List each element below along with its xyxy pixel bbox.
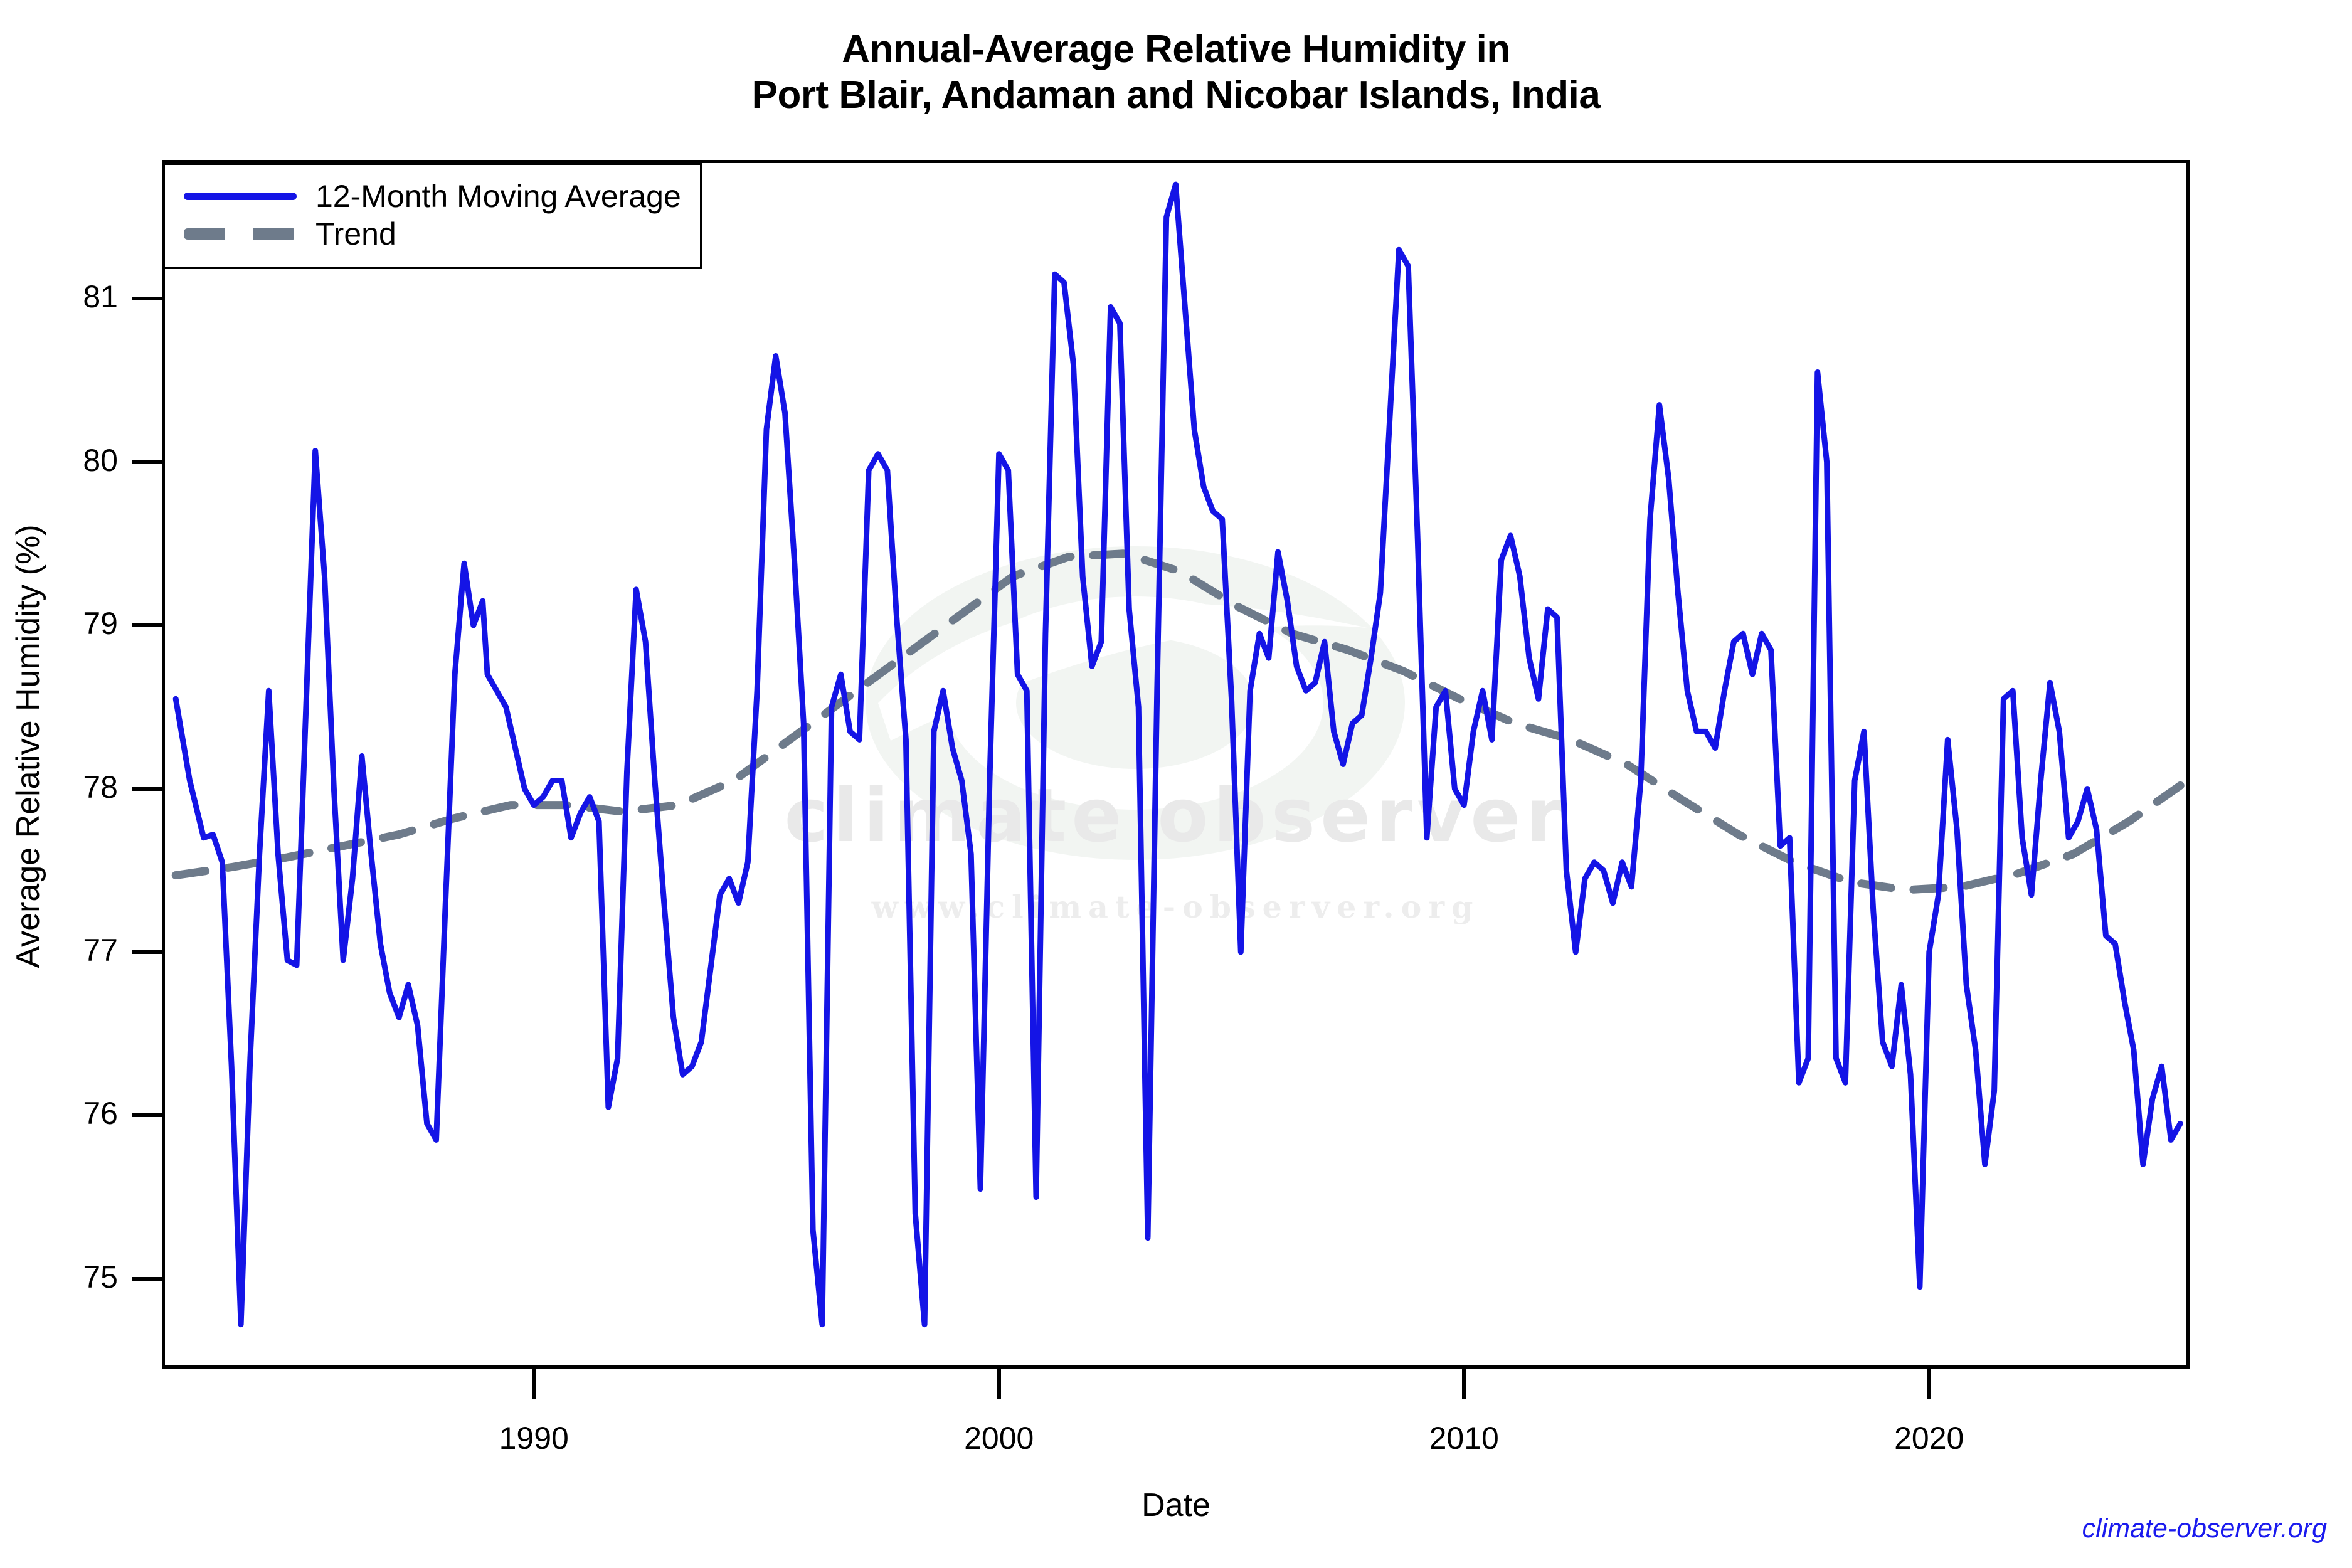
y-tick-mark — [132, 1113, 162, 1118]
x-tick-label: 1990 — [499, 1421, 569, 1456]
y-tick-label: 76 — [83, 1096, 118, 1131]
x-tick-mark — [1462, 1369, 1466, 1399]
legend-key-solid-icon — [184, 193, 297, 200]
y-tick-mark — [132, 1276, 162, 1281]
legend-key-dashed-icon — [184, 228, 297, 240]
legend-item-moving-average[interactable]: 12-Month Moving Average — [184, 177, 681, 215]
x-axis-title: Date — [1142, 1487, 1210, 1523]
y-tick-label: 80 — [83, 442, 118, 478]
x-tick-label: 2010 — [1429, 1421, 1499, 1456]
series-trend-line — [171, 549, 2185, 894]
y-tick-mark — [132, 950, 162, 954]
y-tick-label: 77 — [83, 932, 118, 968]
legend-label-moving-average: 12-Month Moving Average — [315, 179, 681, 214]
title-line-2: Port Blair, Andaman and Nicobar Islands,… — [751, 73, 1601, 117]
plot-area — [171, 181, 2185, 1328]
x-tick-mark — [1927, 1369, 1931, 1399]
legend-label-trend: Trend — [315, 216, 396, 252]
y-tick-mark — [132, 297, 162, 301]
x-tick-mark — [997, 1369, 1001, 1399]
y-tick-label: 79 — [83, 606, 118, 642]
y-tick-mark — [132, 787, 162, 791]
x-tick-label: 2020 — [1894, 1421, 1964, 1456]
y-axis-title: Average Relative Humidity (%) — [10, 524, 46, 968]
title-line-1: Annual-Average Relative Humidity in — [842, 28, 1510, 71]
legend: 12-Month Moving Average Trend — [162, 162, 702, 269]
x-tick-mark — [532, 1369, 536, 1399]
plot-frame — [162, 160, 2190, 1369]
y-tick-label: 78 — [83, 769, 118, 805]
y-tick-mark — [132, 460, 162, 464]
x-tick-label: 2000 — [964, 1421, 1034, 1456]
page-title: Annual-Average Relative Humidity in Port… — [0, 26, 2352, 118]
series-moving-average-line — [172, 181, 2183, 1328]
footer-url[interactable]: climate-observer.org — [2082, 1513, 2327, 1544]
y-tick-label: 81 — [83, 279, 118, 315]
y-tick-label: 75 — [83, 1259, 118, 1295]
y-tick-mark — [132, 623, 162, 628]
legend-item-trend[interactable]: Trend — [184, 215, 681, 253]
